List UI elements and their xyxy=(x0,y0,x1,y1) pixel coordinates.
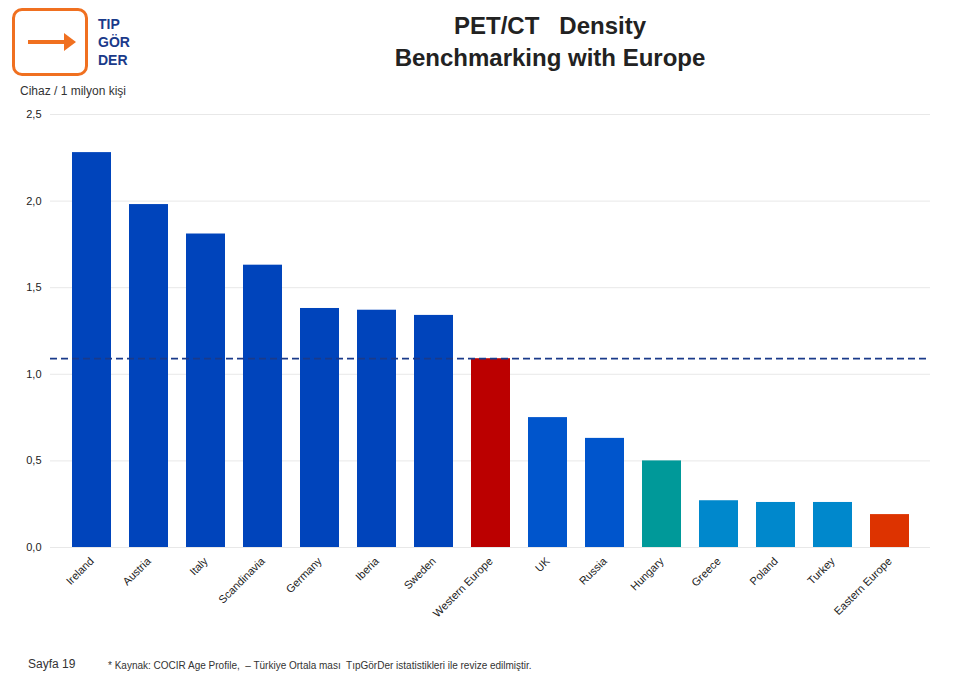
svg-text:Austria: Austria xyxy=(120,554,153,587)
svg-text:Hungary: Hungary xyxy=(628,554,666,592)
svg-text:Eastern Europe: Eastern Europe xyxy=(831,555,894,618)
svg-text:1,5: 1,5 xyxy=(26,281,41,293)
html-text:PET/CT Density: PET/CT Density xyxy=(454,12,646,39)
svg-text:Iberia: Iberia xyxy=(353,554,382,583)
svg-text:0,0: 0,0 xyxy=(26,541,41,553)
svg-text:UK: UK xyxy=(533,554,553,574)
svg-text:Russia: Russia xyxy=(577,554,610,587)
svg-text:0,5: 0,5 xyxy=(26,454,41,466)
svg-text:2,0: 2,0 xyxy=(26,195,41,207)
svg-text:Greece: Greece xyxy=(689,555,723,589)
svg-text:Turkey: Turkey xyxy=(805,554,837,586)
svg-text:2,5: 2,5 xyxy=(26,108,41,120)
html-text:TIP: TIP xyxy=(98,16,120,32)
svg-text:Sweden: Sweden xyxy=(401,555,438,592)
svg-text:Italy: Italy xyxy=(187,554,210,577)
html-text:Sayfa 19: Sayfa 19 xyxy=(28,657,76,671)
html-text:Benchmarking with Europe: Benchmarking with Europe xyxy=(394,44,706,71)
svg-text:Western Europe: Western Europe xyxy=(430,555,495,620)
html-text:* Kaynak: COCIR Age Profile, –: * Kaynak: COCIR Age Profile, – Türkiye O… xyxy=(108,660,532,671)
svg-text:Poland: Poland xyxy=(747,555,780,588)
html-text:DER: DER xyxy=(98,52,128,68)
svg-text:Ireland: Ireland xyxy=(64,555,96,587)
html-text:Cihaz / 1 milyon kişi: Cihaz / 1 milyon kişi xyxy=(20,84,126,98)
svg-text:1,0: 1,0 xyxy=(26,368,41,380)
html-text:GÖR: GÖR xyxy=(98,34,130,50)
svg-text:Germany: Germany xyxy=(283,554,324,595)
svg-text:Scandinavia: Scandinavia xyxy=(216,554,267,605)
